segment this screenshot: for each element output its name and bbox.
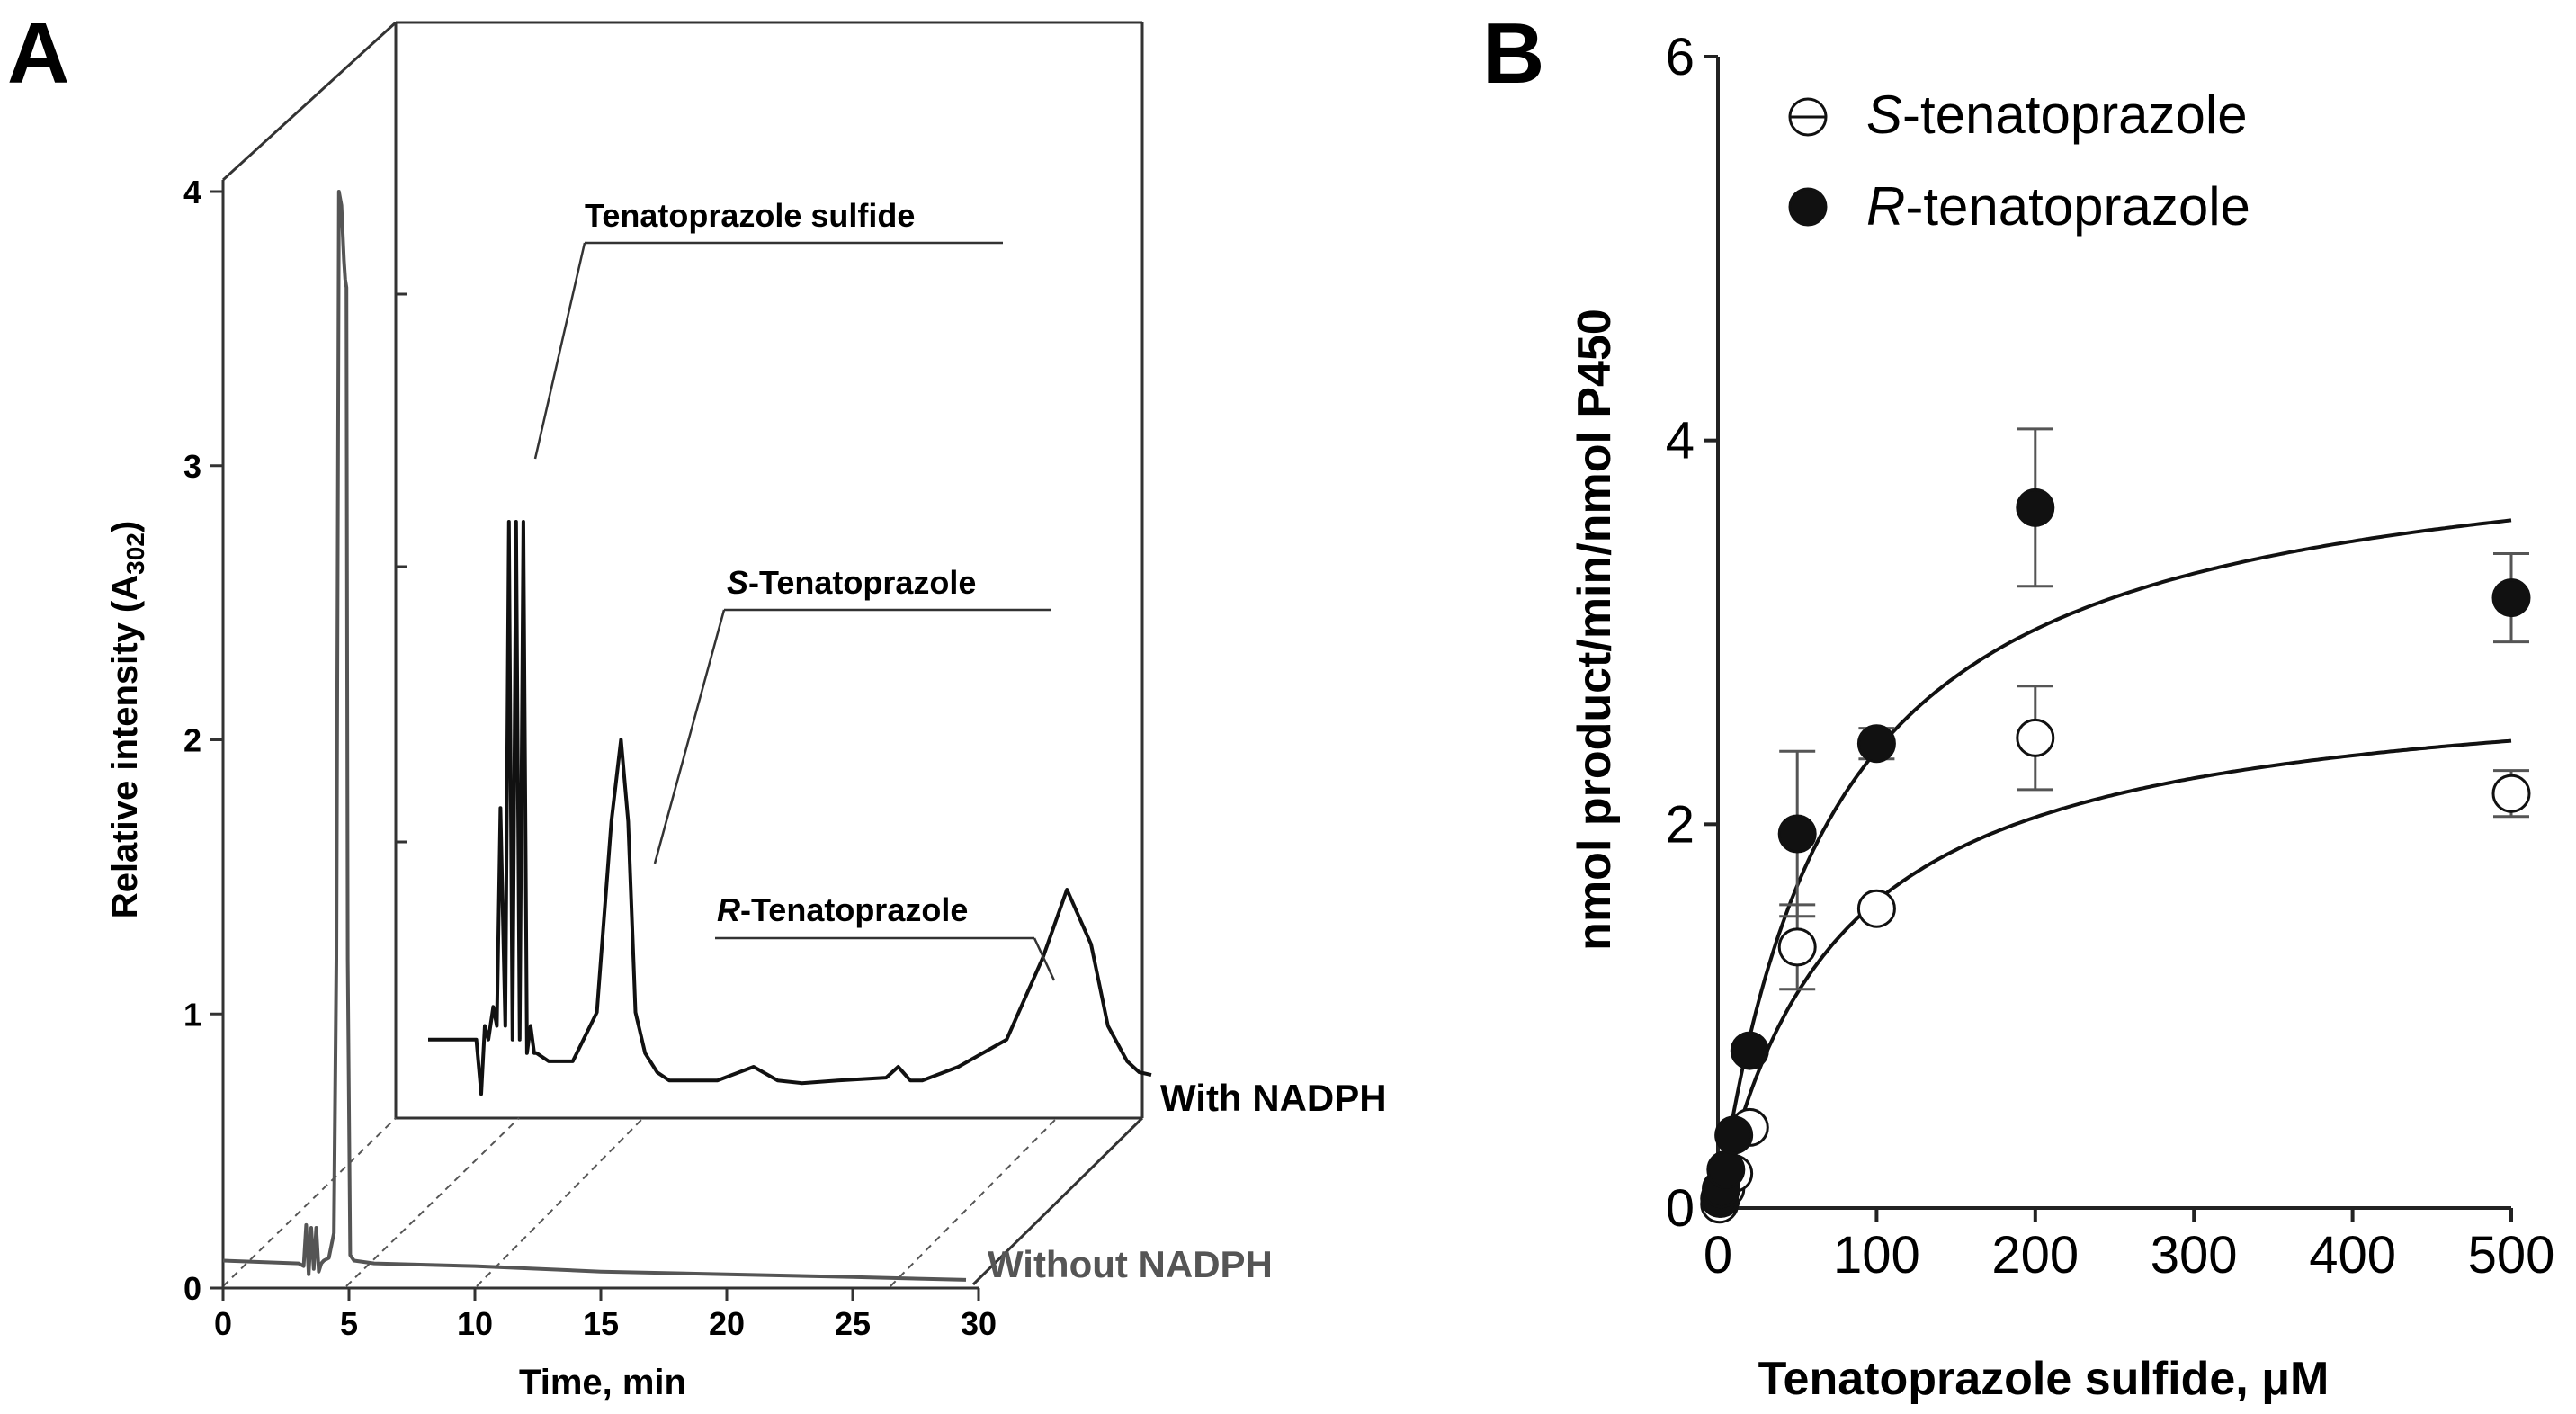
- fit-curve-s: [1716, 738, 2512, 1209]
- y-label-sub: 302: [121, 532, 149, 575]
- point-r: [2491, 578, 2531, 618]
- panel-b-axes: 0 2 4 6 0 100 200 300 400 500: [1666, 28, 2555, 1284]
- panel-b-y-label: nmol product/min/nmol P450: [1569, 309, 1621, 951]
- legend-s-rest: -tenatoprazole: [1902, 85, 2248, 145]
- y-label-prefix: Relative intensity (A: [105, 575, 145, 918]
- legend: S-tenatoprazole R-tenatoprazole: [1788, 85, 2250, 237]
- panel-b-fits: [1716, 518, 2512, 1209]
- point-s: [1856, 889, 1896, 928]
- x-tick-label: 0: [214, 1305, 232, 1342]
- point-r: [1777, 814, 1817, 854]
- panel-b-points: [1700, 488, 2531, 1224]
- panel-a-letter: A: [7, 5, 69, 102]
- x-tick-label: 25: [835, 1305, 871, 1342]
- legend-s-prefix: S: [1866, 85, 1902, 145]
- x-tick-label: 15: [583, 1305, 619, 1342]
- x-tick-label: 20: [709, 1305, 745, 1342]
- panel-a-frame: [221, 21, 1144, 1286]
- b-x-tick-label: 200: [1991, 1226, 2079, 1284]
- r-peak-leader: [1033, 937, 1056, 981]
- point-r: [1856, 724, 1896, 764]
- b-x-tick-label: 500: [2468, 1226, 2555, 1284]
- back-plot-ticks: [396, 292, 407, 844]
- trace-without-nadph: [222, 190, 967, 1282]
- without-nadph-label: Without NADPH: [988, 1243, 1273, 1285]
- sulfide-peak-label: Tenatoprazole sulfide: [585, 197, 915, 234]
- b-y-tick-label: 2: [1666, 795, 1695, 854]
- front-axes: 0 1 2 3 4 0 5 10 15 20 25 30: [183, 174, 997, 1342]
- legend-r-prefix: R: [1866, 176, 1905, 237]
- point-s: [1777, 927, 1817, 967]
- panel-a: A 0 1 2 3 4 0 5 10 15 20 25 30: [7, 5, 1387, 1402]
- b-x-tick-label: 100: [1833, 1226, 1920, 1284]
- y-tick-label: 2: [183, 722, 201, 759]
- b-x-tick-label: 300: [2151, 1226, 2238, 1284]
- y-tick-label: 1: [183, 996, 201, 1033]
- legend-label-s: S-tenatoprazole: [1866, 85, 2248, 145]
- point-s: [2016, 718, 2055, 757]
- sulfide-leader: [533, 242, 586, 460]
- y-label-suffix: ): [105, 521, 145, 532]
- perspective-top-line: [221, 21, 398, 182]
- legend-label-r: R-tenatoprazole: [1866, 176, 2250, 237]
- point-r: [1706, 1150, 1746, 1189]
- x-tick-label: 30: [961, 1305, 997, 1342]
- b-y-tick-label: 0: [1666, 1179, 1695, 1238]
- x-tick-label: 5: [340, 1305, 358, 1342]
- guide-line: [890, 1117, 1058, 1287]
- legend-r-rest: -tenatoprazole: [1905, 176, 2250, 237]
- s-peak-label: S-Tenatoprazole: [727, 564, 976, 601]
- s-peak-leader: [653, 609, 726, 864]
- with-nadph-label: With NADPH: [1160, 1077, 1387, 1119]
- y-tick-label: 0: [183, 1270, 201, 1307]
- fit-curve-r: [1716, 518, 2512, 1209]
- panel-b-letter: B: [1482, 5, 1544, 102]
- b-y-tick-label: 4: [1666, 412, 1695, 470]
- b-y-tick-label: 6: [1666, 28, 1695, 86]
- r-peak-label-rest: -Tenatoprazole: [740, 891, 968, 928]
- guide-line: [345, 1117, 520, 1287]
- b-x-tick-label: 0: [1704, 1226, 1732, 1284]
- r-peak-label-prefix: R: [717, 891, 740, 928]
- trace-with-nadph: [428, 520, 1152, 1096]
- perspective-right-bottom: [971, 1116, 1144, 1286]
- y-tick-label: 4: [183, 174, 201, 210]
- perspective-guides: [222, 1117, 1058, 1287]
- guide-line: [476, 1117, 644, 1287]
- s-peak-label-rest: -Tenatoprazole: [748, 564, 976, 601]
- point-r: [2016, 488, 2055, 527]
- x-tick-label: 10: [457, 1305, 493, 1342]
- panel-a-x-label: Time, min: [519, 1363, 686, 1402]
- point-s: [2491, 774, 2531, 813]
- panel-a-y-label: Relative intensity (A302): [105, 521, 149, 918]
- point-r: [1730, 1031, 1769, 1070]
- r-peak-label: R-Tenatoprazole: [717, 891, 968, 928]
- legend-filled-circle-icon: [1788, 187, 1828, 227]
- s-peak-label-prefix: S: [727, 564, 748, 601]
- peak-annotations: [533, 241, 1056, 981]
- b-x-tick-label: 400: [2309, 1226, 2396, 1284]
- y-tick-label: 3: [183, 448, 201, 485]
- panel-b-x-label: Tenatoprazole sulfide, μM: [1758, 1353, 2330, 1405]
- panel-b: B 0 2 4 6 0 100 200 300 400 500 S-tenatoprazole R…: [1482, 5, 2554, 1405]
- point-r: [1714, 1115, 1754, 1155]
- guide-line: [222, 1117, 397, 1287]
